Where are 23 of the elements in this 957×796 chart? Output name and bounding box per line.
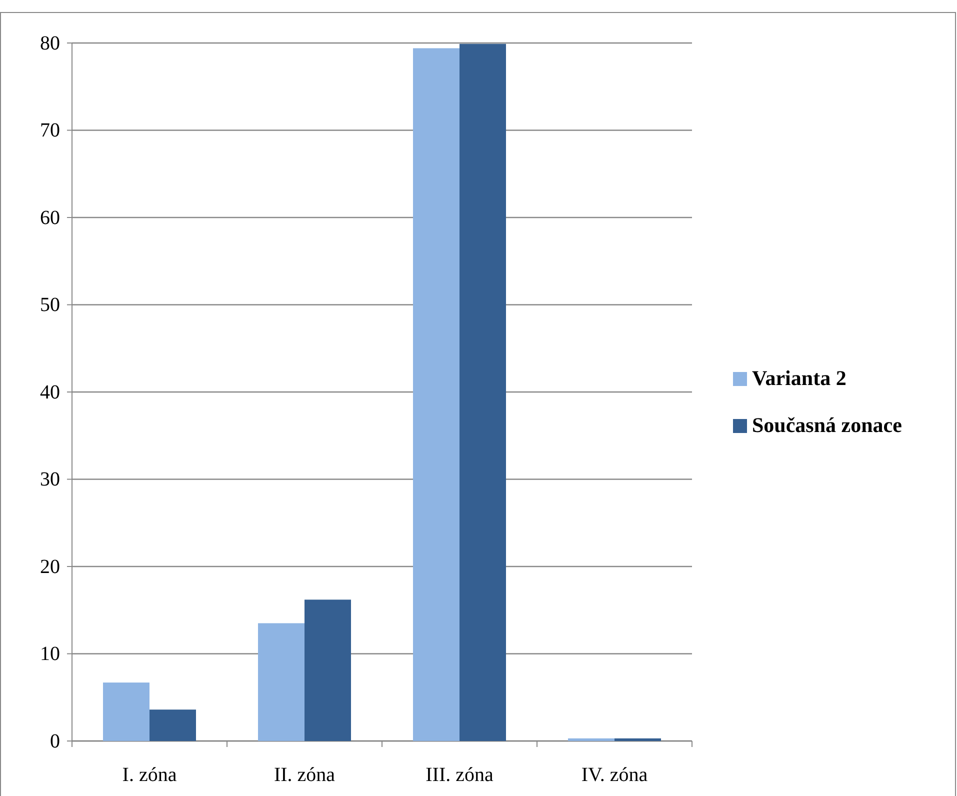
y-tick-label: 20	[40, 556, 60, 578]
bar	[568, 738, 614, 741]
bar	[413, 48, 460, 741]
bar	[460, 44, 506, 741]
x-tick-label: I. zóna	[122, 764, 177, 786]
y-tick-label: 70	[40, 120, 60, 142]
legend-label: Současná zonace	[752, 413, 902, 437]
y-tick-label: 60	[40, 206, 60, 229]
y-tick-label: 10	[40, 643, 60, 666]
legend-label: Varianta 2	[752, 366, 846, 390]
x-tick-label: III. zóna	[426, 764, 494, 786]
x-tick-label: IV. zóna	[581, 764, 648, 786]
y-tick-label: 30	[40, 468, 60, 491]
y-tick-label: 80	[40, 32, 60, 54]
bar	[304, 600, 351, 741]
bar	[258, 623, 304, 741]
y-tick-label: 50	[40, 294, 60, 316]
y-tick-label: 40	[40, 381, 60, 404]
bar	[103, 682, 150, 741]
x-tick-label: II. zóna	[274, 764, 336, 786]
y-tick-label: 0	[50, 730, 60, 752]
bar	[614, 738, 661, 741]
bar	[150, 710, 196, 741]
